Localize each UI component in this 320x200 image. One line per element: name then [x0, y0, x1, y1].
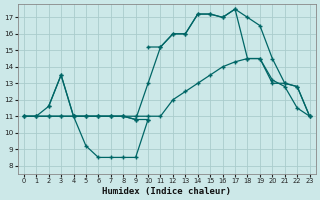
X-axis label: Humidex (Indice chaleur): Humidex (Indice chaleur): [102, 187, 231, 196]
